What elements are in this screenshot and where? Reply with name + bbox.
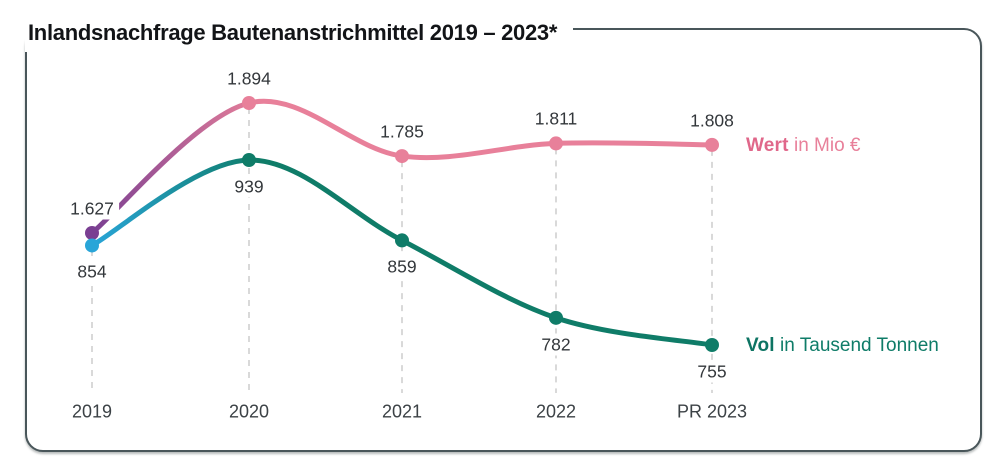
wert-value-label: 1.627 — [65, 197, 119, 220]
legend-wert: Wert in Mio € — [746, 135, 861, 157]
vol-value-label: 782 — [536, 333, 576, 356]
legend-vol-unit: in Tausend Tonnen — [774, 335, 939, 356]
x-axis-label: 2020 — [228, 401, 270, 422]
vol-value-label: 939 — [229, 175, 269, 198]
wert-point — [549, 136, 563, 151]
vol-point — [85, 238, 99, 253]
vol-value-label: 859 — [382, 255, 422, 278]
vol-value-label: 755 — [692, 360, 732, 383]
wert-value-label: 1.811 — [529, 107, 583, 130]
wert-point — [705, 137, 719, 152]
wert-point — [242, 96, 256, 110]
vol-point — [395, 233, 409, 248]
x-axis-label: 2021 — [381, 401, 423, 422]
chart-panel — [25, 28, 982, 452]
wert-value-label: 1.785 — [375, 120, 429, 143]
vol-point — [549, 310, 563, 325]
vol-point — [705, 338, 719, 352]
vol-value-label: 854 — [72, 260, 112, 283]
chart-title: Inlandsnachfrage Bautenanstrichmittel 20… — [25, 20, 574, 52]
wert-value-label: 1.808 — [685, 109, 739, 132]
vol-point — [242, 153, 256, 167]
wert-point — [85, 226, 99, 240]
legend-wert-unit: in Mio € — [788, 134, 861, 156]
wert-value-label: 1.894 — [222, 67, 276, 90]
x-axis-label: 2019 — [71, 401, 113, 422]
x-axis-label: 2022 — [535, 401, 577, 422]
x-axis-label: PR 2023 — [676, 401, 748, 422]
wert-point — [395, 149, 409, 164]
legend-vol-name: Vol — [746, 335, 775, 356]
legend-wert-name: Wert — [746, 134, 789, 156]
legend-vol: Vol in Tausend Tonnen — [746, 335, 939, 357]
